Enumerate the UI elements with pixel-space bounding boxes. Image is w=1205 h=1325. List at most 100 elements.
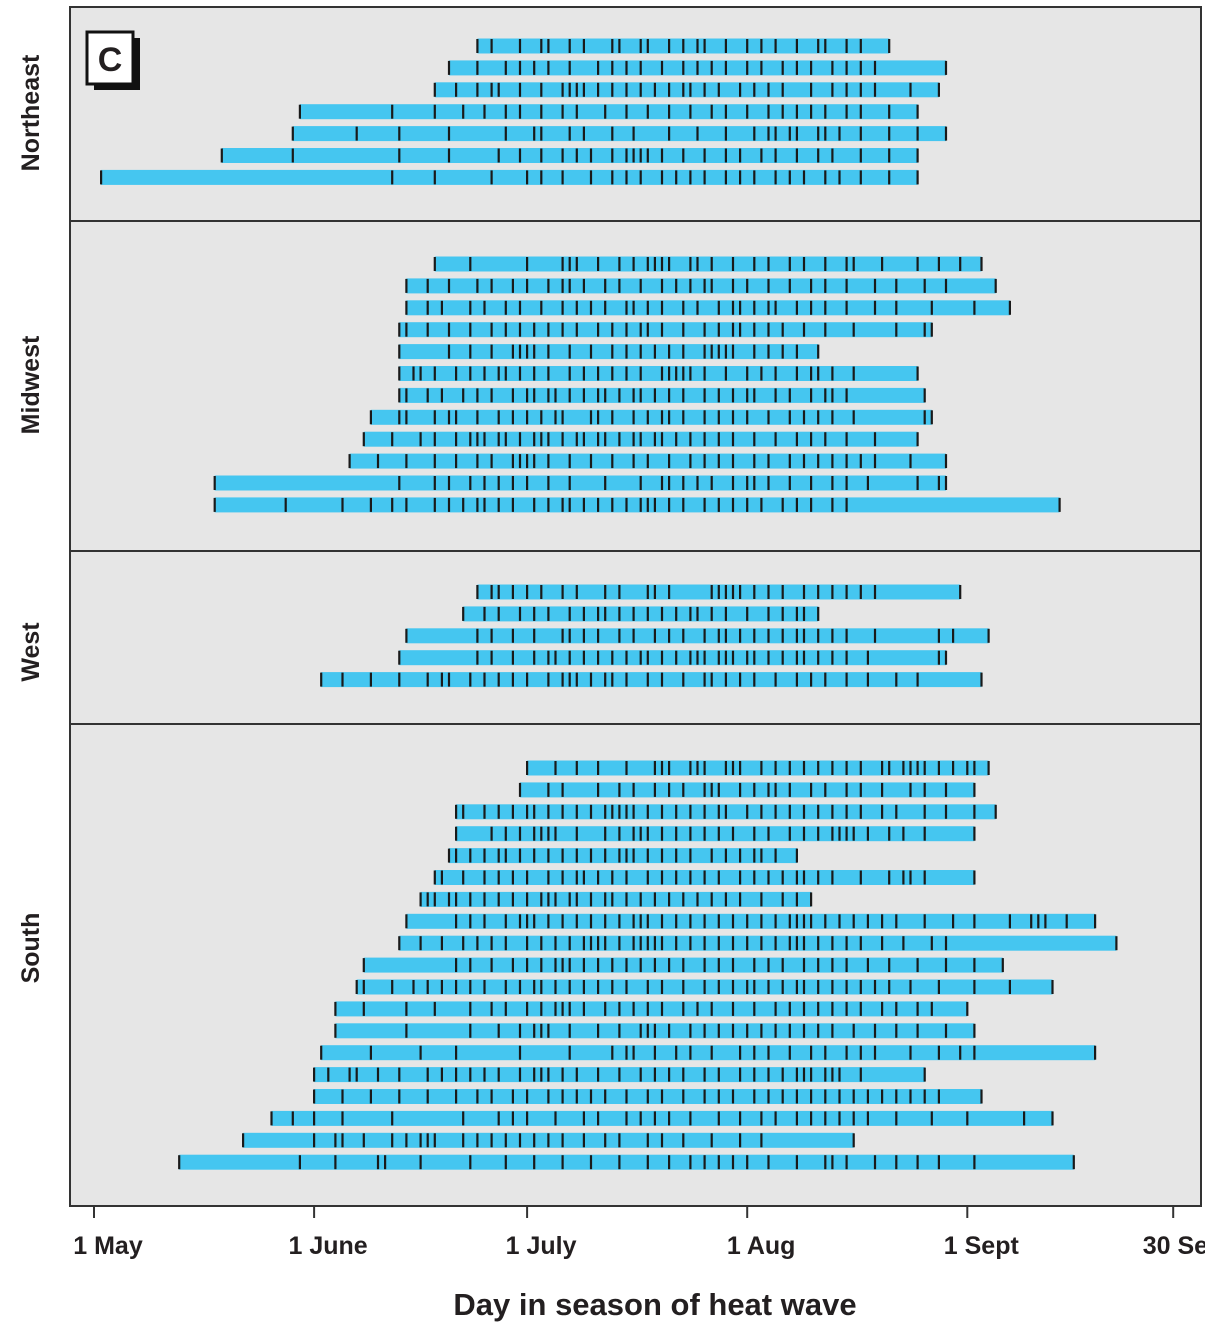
heat-wave-day-tick: [923, 761, 926, 775]
heat-wave-day-tick: [668, 1067, 671, 1082]
heat-wave-day-tick: [504, 848, 507, 863]
heat-wave-day-tick: [639, 476, 642, 490]
heat-wave-day-tick: [852, 366, 855, 381]
heat-wave-day-tick: [391, 104, 394, 119]
heat-wave-day-tick: [717, 1155, 720, 1170]
heat-wave-day-tick: [753, 958, 756, 973]
heat-wave-day-tick: [660, 936, 664, 951]
heat-wave-day-tick: [526, 672, 529, 687]
heat-wave-day-tick: [788, 936, 791, 951]
heat-wave-day-tick: [916, 672, 919, 687]
heat-wave-day-tick: [817, 650, 820, 665]
heat-wave-day-tick: [703, 497, 706, 512]
heat-wave-day-tick: [660, 672, 664, 687]
heat-wave-day-tick: [703, 39, 706, 53]
heat-wave-day-tick: [391, 432, 394, 447]
heat-wave-day-tick: [795, 914, 798, 929]
heat-wave-day-tick: [582, 936, 585, 951]
heat-wave-day-tick: [632, 410, 635, 425]
heat-wave-day-tick: [497, 672, 500, 687]
heat-wave-day-tick: [930, 936, 933, 951]
heat-wave-day-tick: [440, 300, 443, 315]
heat-wave-day-tick: [937, 476, 940, 490]
heat-wave-day-tick: [952, 761, 955, 775]
heat-wave-day-tick: [469, 914, 472, 929]
heat-wave-day-tick: [455, 454, 458, 469]
heat-wave-day-tick: [547, 1023, 550, 1038]
heat-wave-day-tick: [568, 672, 571, 687]
heat-wave-day-tick: [767, 322, 770, 337]
heat-wave-day-tick: [824, 126, 827, 141]
heat-wave-day-tick: [433, 257, 436, 271]
heat-wave-day-tick: [916, 1023, 919, 1038]
heat-wave-day-tick: [746, 804, 749, 819]
heat-wave-day-tick: [561, 782, 564, 797]
heat-wave-day-tick: [547, 388, 550, 403]
heat-wave-day-tick: [802, 1067, 806, 1082]
heat-wave-day-tick: [568, 958, 571, 973]
heat-wave-day-tick: [639, 322, 642, 337]
heat-wave-day-tick: [746, 606, 749, 621]
heat-wave-day-tick: [639, 148, 642, 163]
heat-wave-day-tick: [923, 914, 926, 929]
heat-wave-day-tick: [802, 606, 806, 621]
heat-wave-day-tick: [774, 761, 777, 775]
heat-wave-day-tick: [795, 650, 798, 665]
heat-wave-day-tick: [561, 300, 564, 315]
heat-wave-day-tick: [873, 585, 877, 599]
heat-wave-day-tick: [781, 497, 784, 512]
heat-wave-day-tick: [973, 826, 976, 841]
heat-wave-day-tick: [682, 980, 685, 994]
heat-wave-day-tick: [618, 1155, 621, 1170]
heat-wave-day-tick: [476, 650, 479, 665]
heat-wave-day-tick: [327, 1067, 330, 1082]
heat-wave-day-tick: [973, 1045, 976, 1060]
heat-wave-day-tick: [753, 980, 756, 994]
heat-wave-day-tick: [831, 826, 834, 841]
heat-wave-day-tick: [746, 914, 749, 929]
heat-wave-day-tick: [767, 958, 770, 973]
heat-wave-day-tick: [660, 848, 664, 863]
heat-wave-day-tick: [455, 366, 458, 381]
heat-wave-day-tick: [824, 39, 827, 53]
heat-wave-day-tick: [639, 170, 642, 185]
heat-wave-day-tick: [881, 257, 884, 271]
heat-wave-day-tick: [320, 1045, 323, 1060]
heat-wave-day-tick: [966, 1111, 969, 1126]
heat-wave-day-tick: [774, 39, 777, 53]
heat-wave-day-tick: [831, 628, 834, 643]
heat-wave-day-tick: [1072, 1155, 1075, 1170]
heat-wave-day-tick: [788, 914, 791, 929]
heat-wave-day-tick: [597, 410, 600, 425]
heat-wave-day-tick: [817, 826, 820, 841]
heat-wave-day-tick: [391, 1111, 394, 1126]
heat-wave-day-tick: [675, 804, 678, 819]
heat-wave-day-tick: [497, 848, 500, 863]
heat-wave-day-tick: [533, 497, 536, 512]
heat-wave-day-tick: [639, 958, 642, 973]
heat-wave-day-tick: [1044, 914, 1047, 929]
heat-wave-bar: [179, 1154, 1074, 1170]
heat-wave-day-tick: [696, 126, 699, 141]
heat-wave-day-tick: [1023, 1111, 1026, 1126]
heat-wave-day-tick: [469, 300, 472, 315]
heat-wave-day-tick: [398, 476, 401, 490]
heat-wave-day-tick: [611, 82, 614, 97]
heat-wave-day-tick: [831, 454, 834, 469]
heat-wave-day-tick: [526, 914, 529, 929]
heat-wave-day-tick: [490, 82, 493, 97]
heat-wave-day-tick: [554, 650, 557, 665]
heat-wave-day-tick: [682, 410, 685, 425]
heat-wave-day-tick: [859, 454, 862, 469]
heat-wave-day-tick: [447, 848, 451, 863]
heat-wave-day-tick: [753, 585, 756, 599]
heat-wave-day-tick: [540, 936, 543, 951]
heat-wave-day-tick: [802, 914, 806, 929]
heat-wave-day-tick: [561, 585, 564, 599]
heat-wave-day-tick: [582, 628, 585, 643]
heat-wave-day-tick: [923, 1089, 926, 1104]
heat-wave-day-tick: [717, 497, 720, 512]
heat-wave-day-tick: [469, 432, 472, 447]
heat-wave-day-tick: [575, 826, 578, 841]
heat-wave-day-tick: [455, 892, 458, 907]
